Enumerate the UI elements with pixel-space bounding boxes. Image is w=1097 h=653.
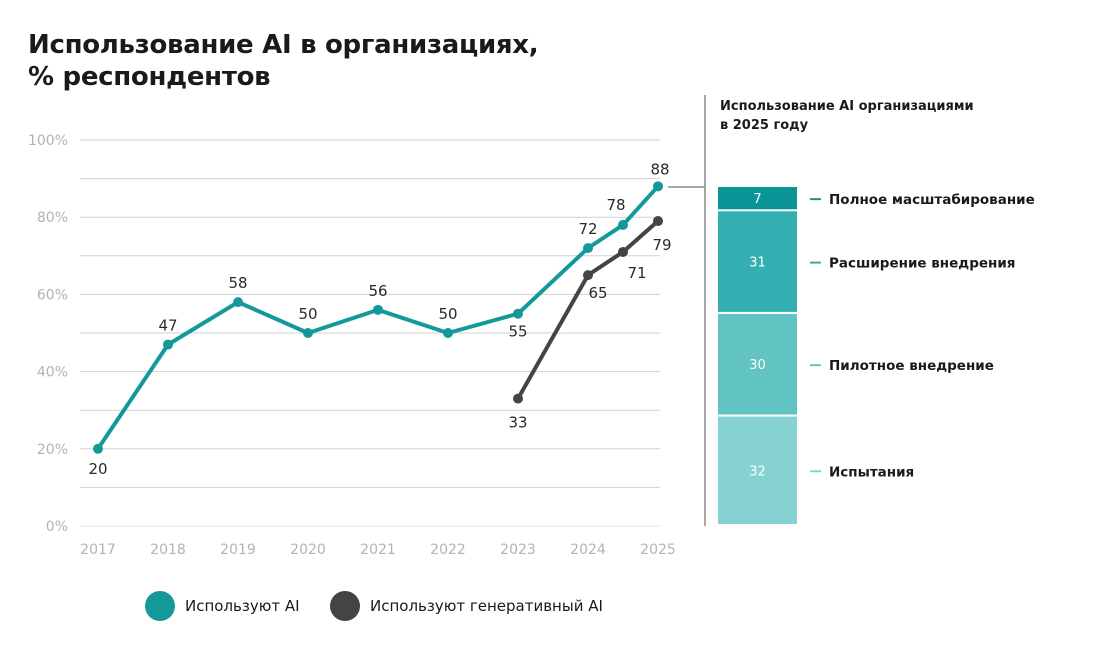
stack-value-label: 7 [753,192,761,207]
legend-item-ai: Используют AI [145,588,300,624]
stack-value-label: 32 [749,464,766,479]
data-label: 65 [588,284,607,302]
data-point [583,270,593,281]
data-point [513,308,523,319]
chart-title-line-1: Использование AI в организациях, [28,30,539,60]
stack-segment [718,416,797,524]
series-line [96,184,660,451]
data-point [233,297,243,308]
legend-marker-genai [330,591,360,621]
x-axis: 2017 2018 2019 2020 2021 2022 2023 2024 2025 [80,542,676,558]
data-label: 79 [652,236,671,254]
data-label: 71 [627,264,646,282]
legend-marker-ai [145,591,175,621]
x-tick-label: 2024 [570,542,606,558]
stack-segment [718,313,797,415]
y-tick-label: 0% [46,519,68,535]
series [93,181,663,454]
grid-lines [80,139,660,527]
x-tick-label: 2021 [360,542,396,558]
y-tick-label: 100% [28,133,68,149]
y-tick-label: 20% [37,442,68,458]
x-tick-label: 2022 [430,542,466,558]
data-label: 72 [578,220,597,238]
x-tick-label: 2023 [500,542,536,558]
stack-category-label: Испытания [829,464,914,480]
stack-category-label: Пилотное внедрение [829,358,994,374]
data-point [93,443,103,454]
data-point [443,328,453,338]
stack-value-label: 30 [749,358,766,373]
legend-label-ai: Используют AI [185,597,300,615]
data-labels: 20 47 58 50 56 50 55 72 78 88 33 65 71 79 [88,160,671,477]
data-point [653,181,663,192]
data-label: 50 [298,305,317,323]
legend-label-genai: Используют генеративный AI [370,597,603,615]
stack-value-label: 31 [749,256,766,271]
y-tick-label: 40% [37,365,68,381]
x-tick-label: 2019 [220,542,256,558]
data-point [618,246,628,257]
data-label: 20 [88,460,107,478]
data-label: 33 [508,414,527,432]
stack-segment [718,211,797,312]
data-label: 78 [606,196,625,214]
x-tick-label: 2020 [290,542,326,558]
x-tick-label: 2017 [80,542,116,558]
y-tick-label: 60% [37,287,68,303]
y-axis: 0% 20% 40% 60% 80% 100% [28,133,68,535]
data-point [513,393,523,404]
data-point [303,328,313,338]
data-point [163,339,173,350]
series-line [516,219,660,401]
data-label: 58 [228,274,247,292]
data-label: 56 [368,282,387,300]
y-tick-label: 80% [37,210,68,226]
data-point [653,216,663,227]
stack-category-label: Расширение внедрения [829,256,1015,272]
data-point [618,219,628,230]
side-panel-title-line-2: в 2025 году [720,118,809,133]
stacked-bar: 7 Полное масштабирование 31 Расширение внед… [718,187,1035,524]
stack-segment [718,187,797,210]
x-tick-label: 2025 [640,542,676,558]
data-label: 88 [650,160,669,178]
data-label: 47 [158,317,177,335]
legend-item-genai: Используют генеративный AI [330,588,603,624]
data-label: 50 [438,305,457,323]
side-panel-title-line-1: Использование AI организациями [720,99,974,114]
data-label: 55 [508,323,527,341]
data-point [583,243,593,254]
x-tick-label: 2018 [150,542,186,558]
chart-title-line-2: % респондентов [28,62,271,92]
stack-category-label: Полное масштабирование [829,192,1035,208]
data-point [373,304,383,315]
